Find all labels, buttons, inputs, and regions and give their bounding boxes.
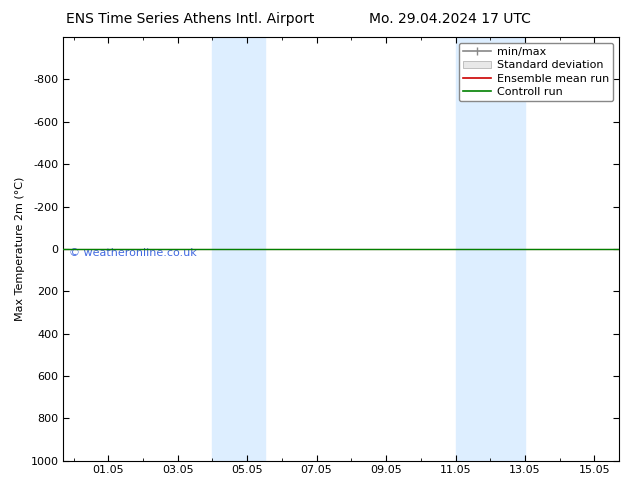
Legend: min/max, Standard deviation, Ensemble mean run, Controll run: min/max, Standard deviation, Ensemble me…: [459, 43, 614, 101]
Text: Mo. 29.04.2024 17 UTC: Mo. 29.04.2024 17 UTC: [369, 12, 531, 26]
Bar: [212, 37, 264, 461]
Text: ENS Time Series Athens Intl. Airport: ENS Time Series Athens Intl. Airport: [66, 12, 314, 26]
Bar: [455, 37, 525, 461]
Y-axis label: Max Temperature 2m (°C): Max Temperature 2m (°C): [15, 177, 25, 321]
Text: © weatheronline.co.uk: © weatheronline.co.uk: [69, 247, 197, 258]
